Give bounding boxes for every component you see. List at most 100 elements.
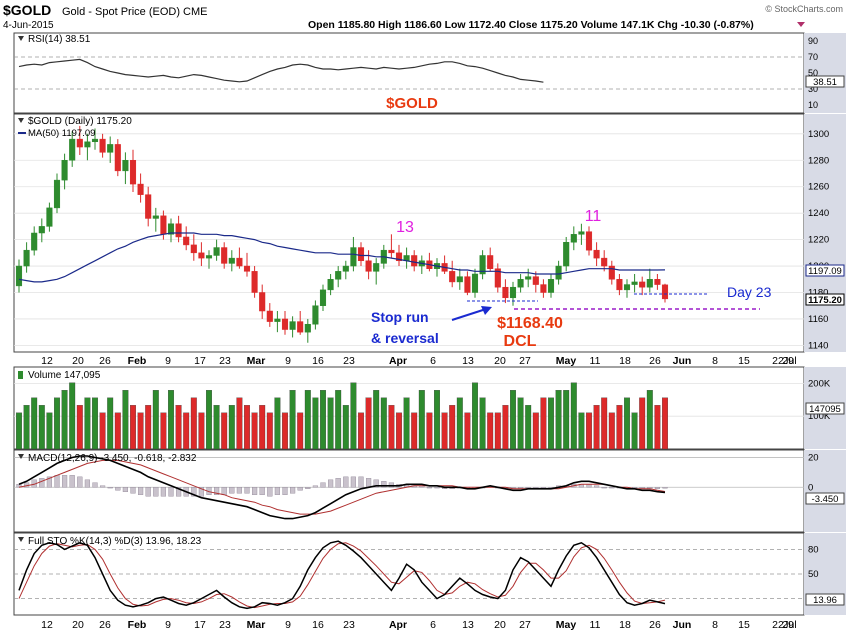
candle-body	[175, 223, 182, 238]
candle-body	[107, 144, 114, 153]
volume-bar	[373, 390, 380, 450]
rsi-tick-label: 90	[808, 36, 818, 46]
candle-body	[335, 271, 342, 280]
x-axis-bottom-tick-label: 16	[312, 619, 324, 631]
candle-body	[289, 321, 296, 330]
volume-bar	[259, 405, 266, 450]
macd-collapse-icon[interactable]	[18, 454, 24, 459]
candle-body	[494, 268, 501, 288]
volume-bar	[274, 397, 281, 450]
candle-body	[509, 286, 517, 299]
rsi-tick-label: 10	[808, 100, 818, 110]
x-axis-bottom-tick-label: May	[556, 619, 577, 631]
macd-histogram-bar	[153, 487, 159, 497]
candle-body	[532, 276, 539, 285]
volume-bar	[586, 412, 592, 450]
macd-histogram-bar	[274, 487, 281, 495]
volume-bar	[312, 397, 319, 450]
macd-histogram-bar	[426, 487, 433, 489]
macd-histogram-bar	[282, 487, 288, 495]
stop-run-label-line1: Stop run	[371, 309, 429, 325]
x-axis-top-tick-label: Jun	[673, 355, 692, 367]
candle-body	[69, 138, 76, 161]
candle-body	[31, 232, 38, 251]
volume-tick-label: 200K	[808, 378, 831, 389]
candle-body	[319, 289, 327, 306]
rsi-tick-label: 30	[808, 84, 818, 94]
x-axis-bottom-tick-label: 13	[462, 619, 474, 631]
x-axis-top-tick-label: 20	[72, 355, 84, 367]
stop-run-label-line2: & reversal	[371, 330, 439, 346]
volume-bar	[221, 412, 228, 450]
candle-body	[547, 279, 555, 293]
volume-bar	[548, 397, 554, 450]
volume-bar	[38, 405, 45, 450]
x-axis-top-tick-label: 16	[312, 355, 324, 367]
candle-body	[167, 223, 175, 235]
price-tick-label: 1140	[808, 340, 828, 351]
x-axis-bottom-tick-label: Jun	[673, 619, 692, 631]
volume-bar	[152, 390, 159, 450]
rsi-panel: 90 70 50 30 10 38.51 RSI(14) 38.51 $GOLD	[13, 32, 846, 114]
candle-body	[76, 138, 83, 148]
x-axis-top-tick-label: May	[556, 355, 577, 367]
x-axis-bottom-tick-label: 15	[738, 619, 750, 631]
macd-histogram-bar	[259, 487, 265, 495]
candle-body	[502, 286, 509, 299]
macd-histogram-bar	[122, 487, 129, 492]
macd-histogram-bar	[632, 487, 638, 489]
x-axis-top-tick-label: Feb	[128, 355, 147, 367]
volume-bar	[137, 412, 144, 450]
macd-histogram-bar	[373, 479, 379, 488]
price-collapse-icon[interactable]	[18, 118, 24, 123]
macd-histogram-bar	[654, 487, 661, 489]
stockcharts-brand: © StockCharts.com	[765, 4, 843, 14]
candle-body	[243, 265, 251, 272]
x-axis-top-tick-label: 17	[194, 355, 206, 367]
volume-bar	[107, 397, 114, 450]
x-axis-bottom-tick-label: 23	[219, 619, 231, 631]
macd-histogram-bar	[290, 487, 296, 494]
x-axis-bottom-tick-label: Mar	[247, 619, 266, 631]
macd-histogram-bar	[525, 487, 531, 489]
volume-bar	[411, 412, 418, 450]
macd-histogram-bar	[312, 485, 319, 488]
candle-body	[205, 255, 213, 259]
x-axis-bottom-tick-label: 20	[494, 619, 506, 631]
rsi-current-box	[805, 75, 845, 88]
candle-body	[304, 323, 311, 333]
macd-line	[18, 455, 666, 520]
x-axis-bottom-tick-label: 26	[649, 619, 661, 631]
volume-bar	[251, 412, 258, 450]
macd-histogram-bar	[662, 487, 668, 489]
macd-histogram-bar	[221, 487, 227, 495]
macd-histogram-bar	[168, 487, 174, 497]
sto-current-box	[805, 593, 845, 606]
candle-body	[578, 231, 585, 235]
candle-body	[639, 281, 646, 288]
dropdown-triangle-icon[interactable]	[797, 22, 805, 27]
candle-body	[129, 160, 137, 185]
symbol-title: $GOLD	[3, 2, 51, 18]
x-axis-bottom-tick-label: 22	[772, 619, 784, 631]
macd-histogram-bar	[267, 487, 273, 497]
volume-bar	[472, 382, 478, 450]
volume-bar	[616, 405, 623, 450]
volume-bar	[608, 412, 615, 450]
volume-bar	[365, 397, 372, 450]
ma-current-value: 1197.09	[808, 266, 842, 277]
volume-bar	[206, 390, 212, 450]
volume-bar	[266, 412, 273, 450]
rsi-collapse-icon[interactable]	[18, 36, 24, 41]
sto-collapse-icon[interactable]	[18, 537, 24, 542]
volume-bar	[646, 390, 653, 450]
volume-bar	[631, 412, 638, 450]
volume-bar	[190, 397, 197, 450]
macd-histogram-bar	[328, 479, 334, 488]
rsi-axis-bg	[804, 33, 846, 113]
x-axis-top-tick-label: 26	[99, 355, 111, 367]
candle-body	[646, 279, 653, 288]
volume-bar	[183, 412, 190, 450]
rsi-tick-label: 50	[808, 68, 818, 78]
volume-bar	[434, 390, 440, 450]
